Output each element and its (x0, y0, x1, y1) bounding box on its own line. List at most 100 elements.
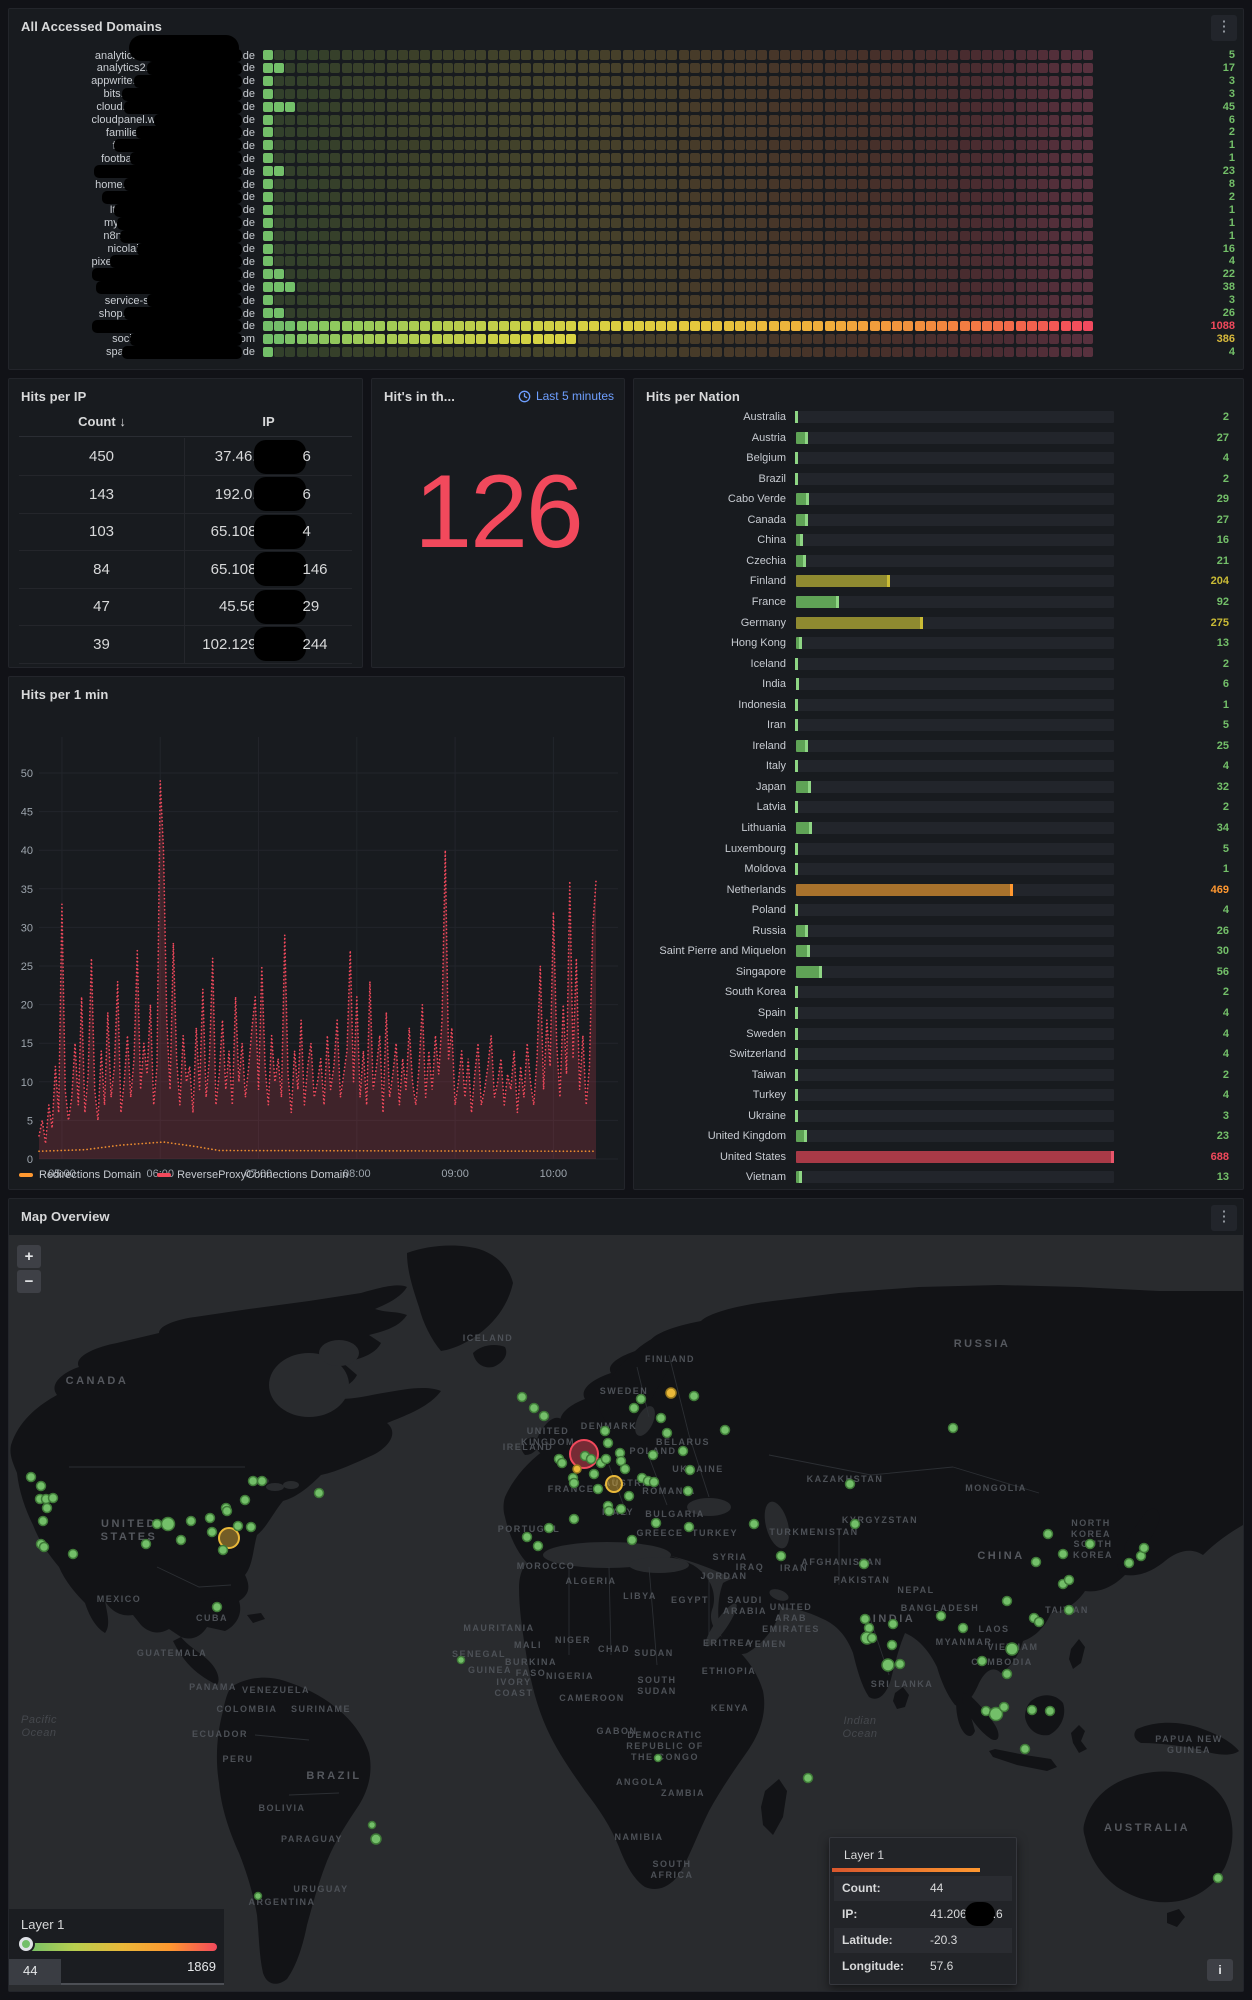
nation-row[interactable]: Switzerland 4 (634, 1044, 1243, 1064)
map-point[interactable] (41, 1502, 53, 1514)
nation-row[interactable]: Latvia 2 (634, 797, 1243, 817)
map-point[interactable] (600, 1453, 612, 1465)
domain-row[interactable]: appwrite. .de 3 (9, 74, 1243, 88)
map-point[interactable] (1005, 1642, 1019, 1656)
nation-row[interactable]: Saint Pierre and Miquelon 30 (634, 941, 1243, 961)
map-point[interactable] (140, 1538, 152, 1550)
nation-row[interactable]: Finland 204 (634, 571, 1243, 591)
map-point[interactable] (67, 1548, 79, 1560)
nation-row[interactable]: Russia 26 (634, 921, 1243, 941)
nation-row[interactable]: Netherlands 469 (634, 880, 1243, 900)
table-row[interactable]: 47 45.56 29 (19, 588, 352, 626)
table-row[interactable]: 39 102.129 244 (19, 625, 352, 664)
map-point[interactable] (521, 1531, 533, 1543)
nation-row[interactable]: South Korea 2 (634, 982, 1243, 1002)
map-point[interactable] (456, 1655, 466, 1665)
nation-row[interactable]: Ireland 25 (634, 736, 1243, 756)
map-point[interactable] (516, 1391, 528, 1403)
table-row[interactable]: 84 65.108 146 (19, 550, 352, 589)
domain-row[interactable]: f.de 1 (9, 139, 1243, 153)
map-point[interactable] (1123, 1557, 1135, 1569)
map-point-yellow[interactable] (665, 1387, 677, 1399)
map-point[interactable] (623, 1490, 635, 1502)
domain-row[interactable]: bits. .de 3 (9, 87, 1243, 101)
map-point[interactable] (866, 1632, 878, 1644)
map-point[interactable] (37, 1515, 49, 1527)
map-point[interactable] (998, 1701, 1010, 1713)
map-point[interactable] (1044, 1705, 1056, 1717)
nation-row[interactable]: Belgium 4 (634, 448, 1243, 468)
map-point[interactable] (232, 1520, 244, 1532)
nation-row[interactable]: Czechia 21 (634, 551, 1243, 571)
map-cluster-yellow[interactable] (605, 1475, 623, 1493)
map-point[interactable] (602, 1437, 614, 1449)
map-point[interactable] (367, 1820, 377, 1830)
map-point[interactable] (684, 1464, 696, 1476)
column-header-count[interactable]: Count ↓ (78, 414, 126, 429)
domain-row[interactable]: analytics2. .de 17 (9, 61, 1243, 75)
map-point[interactable] (648, 1476, 660, 1488)
map-point[interactable] (253, 1891, 263, 1901)
map-point[interactable] (528, 1402, 540, 1414)
domain-row[interactable]: .de 38 (9, 281, 1243, 295)
map-point[interactable] (957, 1622, 969, 1634)
map-point[interactable] (588, 1468, 600, 1480)
map-point[interactable] (1042, 1528, 1054, 1540)
nation-row[interactable]: Singapore 56 (634, 962, 1243, 982)
map-point[interactable] (568, 1513, 580, 1525)
map-point[interactable] (204, 1512, 216, 1524)
map-point[interactable] (988, 1706, 1004, 1722)
map-point[interactable] (556, 1457, 568, 1469)
domain-row[interactable]: soci om 386 (9, 332, 1243, 346)
map-point[interactable] (543, 1522, 555, 1534)
map-point[interactable] (247, 1475, 259, 1487)
nation-row[interactable]: Cabo Verde 29 (634, 489, 1243, 509)
map-zoom-in-button[interactable]: + (17, 1245, 41, 1268)
map-attribution-icon[interactable]: i (1207, 1959, 1233, 1981)
map-point[interactable] (211, 1601, 223, 1613)
map-point[interactable] (160, 1516, 176, 1532)
map-point[interactable] (1084, 1538, 1096, 1550)
map-point[interactable] (1212, 1872, 1224, 1884)
table-row[interactable]: 450 37.46. 6 (19, 438, 352, 476)
map-point[interactable] (599, 1425, 611, 1437)
map-point[interactable] (151, 1518, 163, 1530)
nation-row[interactable]: Sweden 4 (634, 1024, 1243, 1044)
map-point-yellow[interactable] (572, 1464, 582, 1474)
map-point[interactable] (858, 1558, 870, 1570)
map-point[interactable] (650, 1517, 662, 1529)
map-point[interactable] (585, 1453, 597, 1465)
nation-row[interactable]: Vietnam 13 (634, 1167, 1243, 1187)
nation-row[interactable]: Iceland 2 (634, 654, 1243, 674)
nation-row[interactable]: Moldova 1 (634, 859, 1243, 879)
domain-row[interactable]: my .de 1 (9, 216, 1243, 230)
map-point[interactable] (677, 1445, 689, 1457)
domain-row[interactable]: familie .de 2 (9, 126, 1243, 140)
map-point[interactable] (947, 1422, 959, 1434)
nation-row[interactable]: Indonesia 1 (634, 695, 1243, 715)
map-point[interactable] (886, 1639, 898, 1651)
map-point[interactable] (175, 1534, 187, 1546)
legend-item-redirections[interactable]: Redirections Domain (19, 1169, 141, 1181)
nation-row[interactable]: Luxembourg 5 (634, 839, 1243, 859)
domain-row[interactable]: home. .de 8 (9, 178, 1243, 191)
nation-row[interactable]: Lithuania 34 (634, 818, 1243, 838)
column-header-ip[interactable]: IP (262, 414, 275, 429)
map-point[interactable] (935, 1610, 947, 1622)
map-point[interactable] (256, 1475, 268, 1487)
map-point[interactable] (38, 1541, 50, 1553)
map-point[interactable] (615, 1503, 627, 1515)
domain-row[interactable]: .de 2 (9, 190, 1243, 204)
domain-row[interactable]: .de 23 (9, 165, 1243, 179)
map-point[interactable] (1001, 1668, 1013, 1680)
map-point[interactable] (635, 1393, 647, 1405)
nation-row[interactable]: United States 688 (634, 1147, 1243, 1167)
map-point[interactable] (619, 1463, 631, 1475)
map-point[interactable] (628, 1402, 640, 1414)
nation-row[interactable]: Australia 2 (634, 407, 1243, 427)
nation-row[interactable]: United Kingdom 23 (634, 1126, 1243, 1146)
nation-row[interactable]: China 16 (634, 530, 1243, 550)
map-point[interactable] (655, 1412, 667, 1424)
map-point[interactable] (35, 1480, 47, 1492)
map-point[interactable] (217, 1544, 229, 1556)
